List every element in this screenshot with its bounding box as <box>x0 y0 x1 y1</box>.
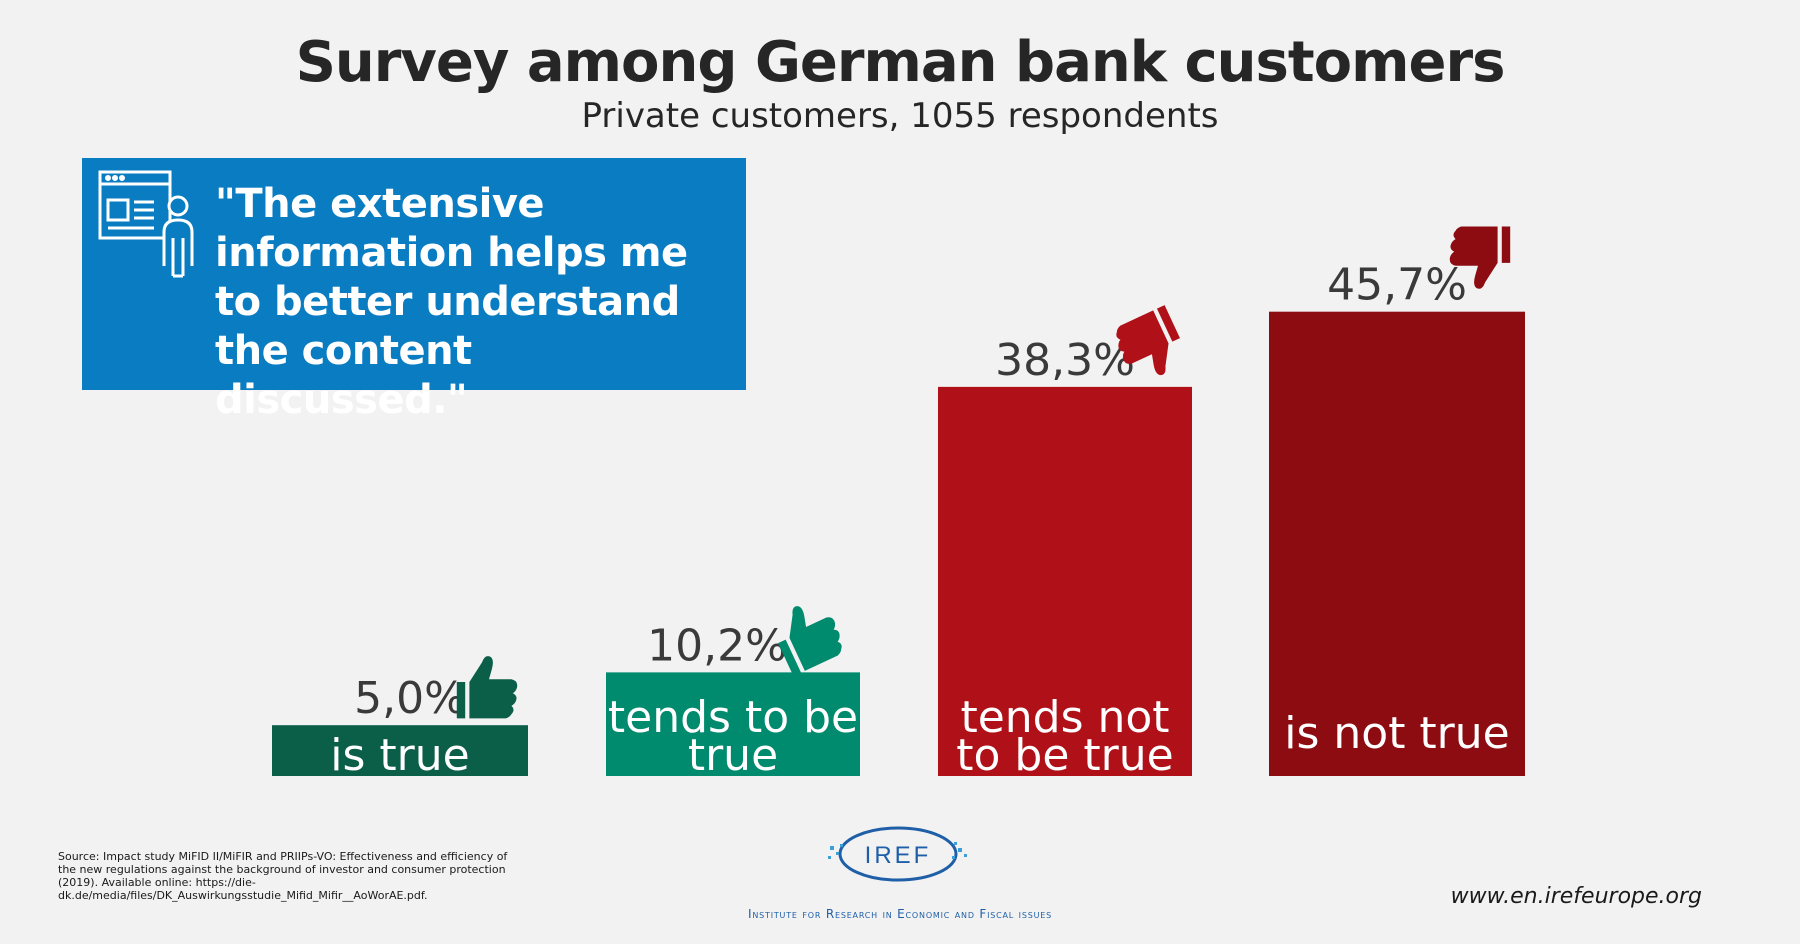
thumbs-down-icon-3 <box>1116 305 1180 376</box>
value-label-3: 38,3% <box>995 335 1135 386</box>
category-label-4: is not true <box>1284 708 1509 759</box>
bar-1 <box>272 725 528 776</box>
institute-name: Institute for Research in Economic and F… <box>748 907 1052 921</box>
website-link[interactable]: www.en.irefeurope.org <box>1450 884 1702 909</box>
quote-text: "The extensive information helps me to b… <box>215 181 688 423</box>
chart-title: Survey among German bank customers <box>295 30 1506 95</box>
value-label-2: 10,2% <box>647 620 787 671</box>
presentation-icon <box>98 170 194 278</box>
value-label-1: 5,0% <box>354 673 466 724</box>
bar-3 <box>938 386 1192 776</box>
bar-4 <box>1269 311 1525 776</box>
quote-box: "The extensive information helps me to b… <box>82 158 746 423</box>
logo-text: IREF <box>865 842 932 869</box>
category-label-3: tends not <box>960 692 1169 743</box>
thumbs-up-icon-1 <box>456 656 518 719</box>
source-note: Source: Impact study MiFID II/MiFIR and … <box>58 850 508 902</box>
category-label-3: to be true <box>956 730 1173 781</box>
thumbs-up-icon-2 <box>778 606 842 677</box>
category-label-2: tends to be <box>608 692 858 743</box>
thumbs-down-icon-4 <box>1449 226 1511 289</box>
bar-2 <box>606 672 860 776</box>
chart-subtitle: Private customers, 1055 respondents <box>581 96 1219 136</box>
category-label-2: true <box>688 730 778 781</box>
iref-logo: IREF <box>828 826 967 882</box>
value-label-4: 45,7% <box>1327 260 1467 311</box>
category-label-1: is true <box>330 730 469 781</box>
